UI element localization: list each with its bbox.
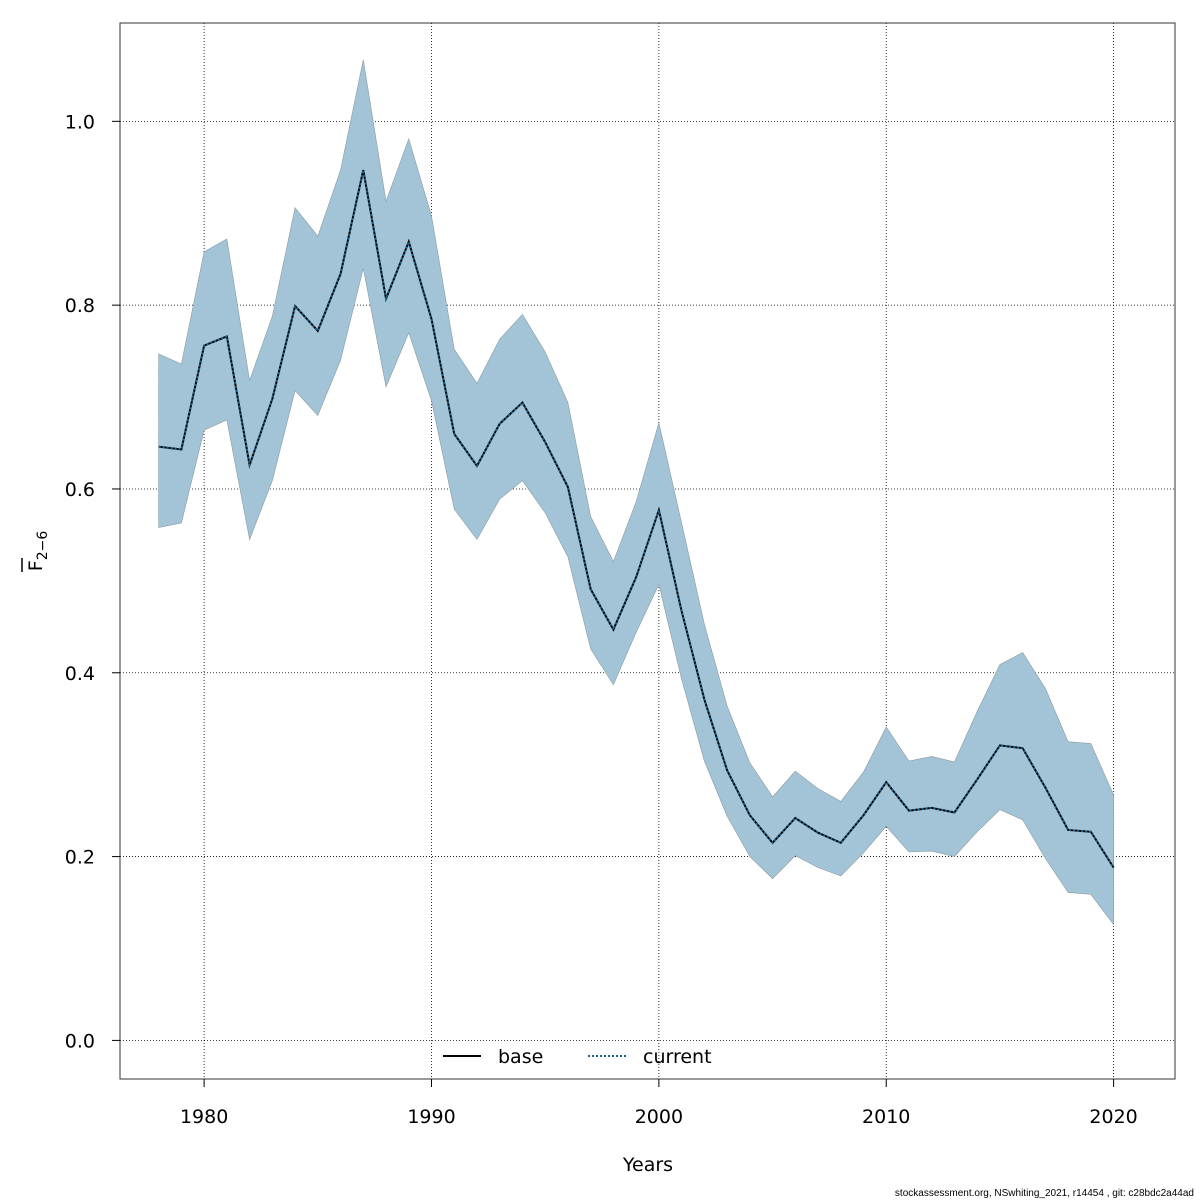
y-axis-label: F2−6 [21,531,51,572]
legend: base current [443,1046,712,1068]
y-tick-label: 0.4 [65,663,95,685]
svg-text:F2−6: F2−6 [25,531,51,572]
y-tick-label: 1.0 [65,111,95,133]
series-lines [158,169,1115,869]
x-tick-label: 1980 [180,1106,228,1128]
y-tick-label: 0.2 [65,847,95,869]
x-tick-label: 2010 [862,1106,910,1128]
y-tick-label: 0.6 [65,479,95,501]
y-tick-label: 0.8 [65,295,95,317]
x-tick-label: 1990 [407,1106,455,1128]
legend-label-base: base [498,1046,543,1068]
y-axis: 0.0 0.2 0.4 0.6 0.8 1.0 [65,111,120,1052]
y-axis-label-sub: 2−6 [35,531,51,561]
footer-credit: stockassessment.org, NSwhiting_2021, r14… [894,1188,1194,1199]
series-line-current [158,169,1115,869]
legend-label-current: current [643,1046,712,1068]
y-tick-label: 0.0 [65,1030,95,1052]
x-tick-label: 2020 [1089,1106,1137,1128]
x-axis: 1980 1990 2000 2010 2020 [180,1079,1138,1128]
plot-frame [119,22,1176,1080]
confidence-band [158,59,1114,926]
x-tick-label: 2000 [635,1106,683,1128]
x-axis-label: Years [622,1154,673,1176]
y-axis-label-main: F [25,560,47,571]
